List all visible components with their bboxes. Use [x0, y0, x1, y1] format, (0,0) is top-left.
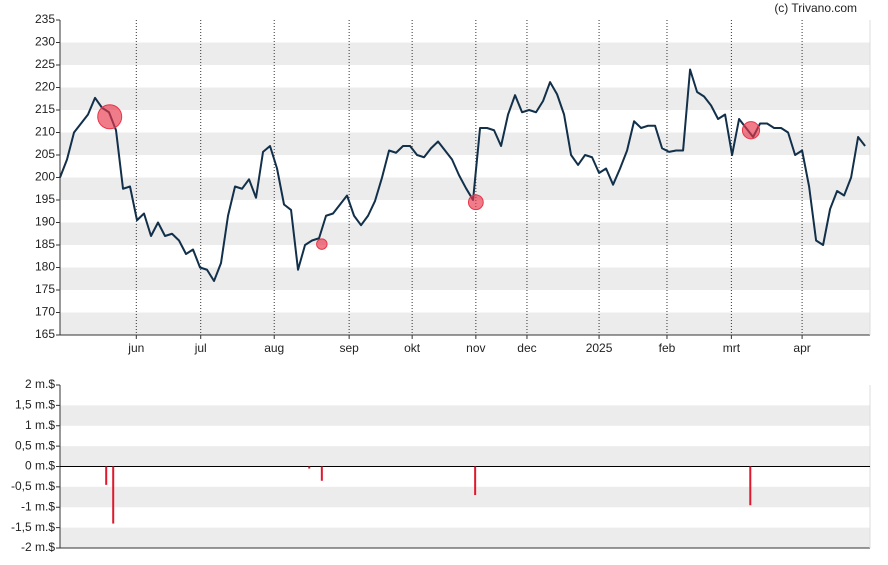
y-tick-label: 190 — [35, 215, 55, 229]
y-tick-label: -0,5 m.$ — [11, 479, 55, 493]
x-tick-label: nov — [466, 341, 485, 355]
y-tick-label: 200 — [35, 170, 55, 184]
grid-band — [60, 42, 870, 65]
y-tick-label: 220 — [35, 80, 55, 94]
y-tick-label: 210 — [35, 125, 55, 139]
grid-band — [60, 527, 870, 548]
x-tick-label: apr — [793, 341, 810, 355]
bar — [105, 466, 108, 485]
grid-band — [60, 312, 870, 335]
x-tick-label: 2025 — [586, 341, 613, 355]
y-tick-label: 175 — [35, 282, 55, 296]
x-tick-label: dec — [517, 341, 536, 355]
grid-band — [60, 132, 870, 155]
trade-bubble — [741, 121, 761, 140]
y-tick-label: 1,5 m.$ — [15, 398, 55, 412]
y-tick-label: 2 m.$ — [25, 377, 55, 391]
y-tick-label: 195 — [35, 192, 55, 206]
x-tick-label: jun — [127, 341, 144, 355]
y-tick-label: -1 m.$ — [21, 499, 55, 513]
y-tick-label: 225 — [35, 57, 55, 71]
bar — [320, 466, 323, 481]
y-tick-label: -1,5 m.$ — [11, 520, 55, 534]
credit: (c) Trivano.com — [774, 1, 857, 15]
y-tick-label: 170 — [35, 305, 55, 319]
y-tick-label: 0 m.$ — [25, 459, 55, 473]
grid-band — [60, 446, 870, 467]
y-tick-label: 180 — [35, 260, 55, 274]
y-tick-label: 230 — [35, 35, 55, 49]
grid-band — [60, 177, 870, 200]
bar — [308, 466, 311, 469]
y-tick-label: 165 — [35, 327, 55, 341]
price-line — [59, 68, 866, 282]
grid-band — [60, 486, 870, 508]
trade-bubble — [467, 194, 484, 211]
y-tick-label: 185 — [35, 237, 55, 251]
x-tick-label: mrt — [723, 341, 741, 355]
y-tick-label: 0,5 m.$ — [15, 438, 55, 452]
y-tick-label: 215 — [35, 102, 55, 116]
x-tick-label: jul — [194, 341, 207, 355]
x-tick-label: sep — [339, 341, 359, 355]
x-tick-label: aug — [264, 341, 284, 355]
bar — [749, 466, 752, 506]
grid-band — [60, 405, 870, 426]
y-tick-label: 205 — [35, 147, 55, 161]
grid-band — [60, 87, 870, 110]
x-tick-label: okt — [404, 341, 421, 355]
grid-band — [60, 222, 870, 245]
grid-band — [60, 267, 870, 290]
trade-bubble — [97, 104, 123, 130]
y-tick-label: 235 — [35, 12, 55, 26]
bar — [112, 466, 115, 524]
y-tick-label: 1 m.$ — [25, 418, 55, 432]
y-tick-label: -2 m.$ — [21, 540, 55, 554]
trade-bubble — [316, 238, 328, 250]
x-tick-label: feb — [659, 341, 676, 355]
bar — [474, 466, 477, 496]
